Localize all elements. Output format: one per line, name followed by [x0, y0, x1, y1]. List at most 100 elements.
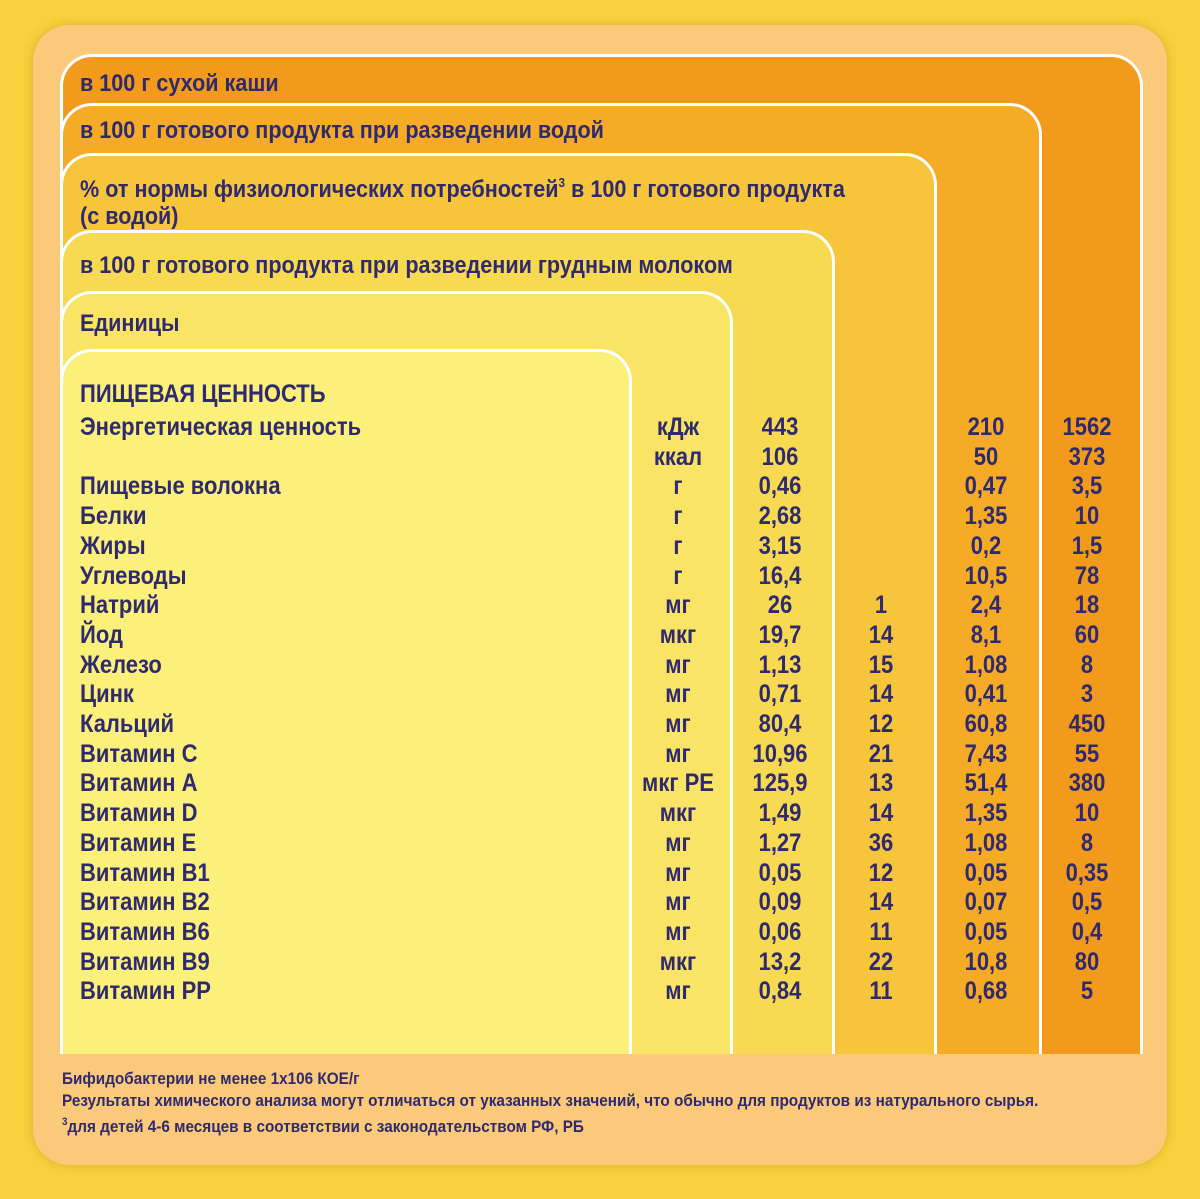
row-value-pct-norm: 1 [874, 591, 888, 620]
row-value-breast-milk: 0,84 [758, 977, 802, 1006]
row-unit: мг [665, 828, 691, 857]
row-value-water: 210 [967, 413, 1005, 441]
table-row: Энергетическая ценность кДж 443 210 1562 [0, 412, 1200, 442]
row-value-breast-milk: 0,46 [758, 472, 802, 501]
row-name: Витамин А [80, 769, 198, 798]
table-row: Витамин В1 мг 0,05 12 0,05 0,35 [0, 858, 1200, 888]
row-value-water: 60,8 [964, 710, 1008, 738]
header-dry: в 100 г сухой каши [80, 70, 279, 97]
row-value-pct-norm: 36 [868, 828, 894, 857]
row-unit: г [673, 531, 683, 560]
row-value-breast-milk: 0,71 [758, 680, 802, 709]
row-value-pct-norm: 14 [868, 620, 894, 649]
footer-line-2: Результаты химического анализа могут отл… [62, 1091, 1039, 1110]
row-value-dry: 1,5 [1071, 531, 1103, 560]
row-unit: ккал [653, 442, 703, 471]
row-value-breast-milk: 1,13 [758, 650, 802, 679]
header-pct-footnote-mark: 3 [558, 175, 566, 190]
row-value-dry: 80 [1074, 947, 1100, 976]
row-value-water: 0,07 [964, 888, 1008, 917]
row-value-dry: 18 [1074, 591, 1100, 620]
row-name: Витамин С [80, 739, 198, 768]
table-row: Белки г 2,68 1,35 10 [0, 501, 1200, 531]
row-name: Белки [80, 502, 147, 531]
panel-names-column [60, 349, 632, 1054]
row-value-breast-milk: 80,4 [758, 710, 802, 738]
row-value-water: 0,41 [964, 680, 1008, 709]
row-value-dry: 3,5 [1071, 472, 1103, 501]
row-name: Витамин Е [80, 828, 197, 857]
row-value-water: 0,47 [964, 472, 1008, 501]
row-value-breast-milk: 3,15 [758, 531, 802, 560]
row-value-dry: 60 [1074, 620, 1100, 649]
row-value-pct-norm: 14 [868, 680, 894, 709]
table-row: ккал 106 50 373 [0, 442, 1200, 472]
row-value-pct-norm: 12 [868, 710, 894, 738]
table-row: Жиры г 3,15 0,2 1,5 [0, 531, 1200, 561]
row-name: Железо [80, 650, 162, 679]
row-value-dry: 10 [1074, 502, 1100, 531]
row-value-pct-norm: 22 [868, 947, 894, 976]
row-value-water: 0,05 [964, 917, 1008, 946]
row-value-water: 10,5 [964, 561, 1008, 590]
row-value-water: 2,4 [970, 591, 1002, 620]
row-unit: кДж [656, 413, 700, 441]
table-row: Витамин В6 мг 0,06 11 0,05 0,4 [0, 917, 1200, 947]
row-name: Витамин D [80, 799, 198, 828]
table-row: Витамин С мг 10,96 21 7,43 55 [0, 739, 1200, 769]
row-value-water: 7,43 [964, 739, 1008, 768]
row-value-breast-milk: 443 [761, 413, 799, 441]
row-value-water: 1,08 [964, 828, 1008, 857]
row-value-water: 0,68 [964, 977, 1008, 1006]
row-value-dry: 380 [1068, 769, 1106, 798]
row-name: Витамин В1 [80, 858, 210, 887]
row-value-pct-norm: 12 [868, 858, 894, 887]
row-value-dry: 78 [1074, 561, 1100, 590]
row-unit: мкг [659, 947, 697, 976]
row-unit: мг [665, 739, 691, 768]
row-name: Витамин В2 [80, 888, 210, 917]
row-value-breast-milk: 1,49 [758, 799, 802, 828]
row-value-pct-norm: 11 [869, 977, 893, 1006]
row-unit: мг [665, 977, 691, 1006]
table-row: Кальций мг 80,4 12 60,8 450 [0, 709, 1200, 739]
row-value-dry: 373 [1068, 442, 1106, 471]
row-value-breast-milk: 106 [761, 442, 799, 471]
row-value-breast-milk: 2,68 [758, 502, 802, 531]
row-value-dry: 8 [1080, 828, 1094, 857]
row-name: Цинк [80, 680, 134, 709]
header-breast: в 100 г готового продукта при разведении… [80, 252, 733, 279]
row-unit: г [673, 502, 683, 531]
row-value-water: 1,08 [964, 650, 1008, 679]
row-value-breast-milk: 0,06 [758, 917, 802, 946]
row-name: Витамин В6 [80, 917, 210, 946]
row-value-dry: 0,35 [1065, 858, 1109, 887]
footer-line-3: 3для детей 4-6 месяцев в соответствии с … [62, 1112, 584, 1137]
row-name: Витамин В9 [80, 947, 210, 976]
row-unit: мг [665, 650, 691, 679]
table-row: Витамин В2 мг 0,09 14 0,07 0,5 [0, 887, 1200, 917]
row-unit: мг [665, 917, 691, 946]
row-value-dry: 0,5 [1071, 888, 1103, 917]
header-units: Единицы [80, 310, 180, 337]
row-value-dry: 1562 [1062, 413, 1112, 441]
row-unit: г [673, 561, 683, 590]
row-value-water: 51,4 [964, 769, 1008, 798]
row-unit: мг [665, 591, 691, 620]
row-value-dry: 55 [1074, 739, 1100, 768]
row-value-dry: 3 [1080, 680, 1094, 709]
row-name: Кальций [80, 710, 175, 738]
row-value-pct-norm: 14 [868, 799, 894, 828]
row-unit: мкг РЕ [642, 769, 714, 798]
footer-line-1: Бифидобактерии не менее 1х106 КОЕ/г [62, 1069, 360, 1088]
table-row: Пищевые волокна г 0,46 0,47 3,5 [0, 471, 1200, 501]
row-value-water: 1,35 [964, 502, 1008, 531]
row-value-water: 1,35 [964, 799, 1008, 828]
row-value-water: 0,2 [970, 531, 1002, 560]
row-value-breast-milk: 0,09 [758, 888, 802, 917]
row-value-water: 10,8 [964, 947, 1008, 976]
row-value-dry: 0,4 [1071, 917, 1103, 946]
row-value-dry: 450 [1068, 710, 1106, 738]
row-value-breast-milk: 16,4 [758, 561, 802, 590]
table-row: Витамин В9 мкг 13,2 22 10,8 80 [0, 947, 1200, 977]
